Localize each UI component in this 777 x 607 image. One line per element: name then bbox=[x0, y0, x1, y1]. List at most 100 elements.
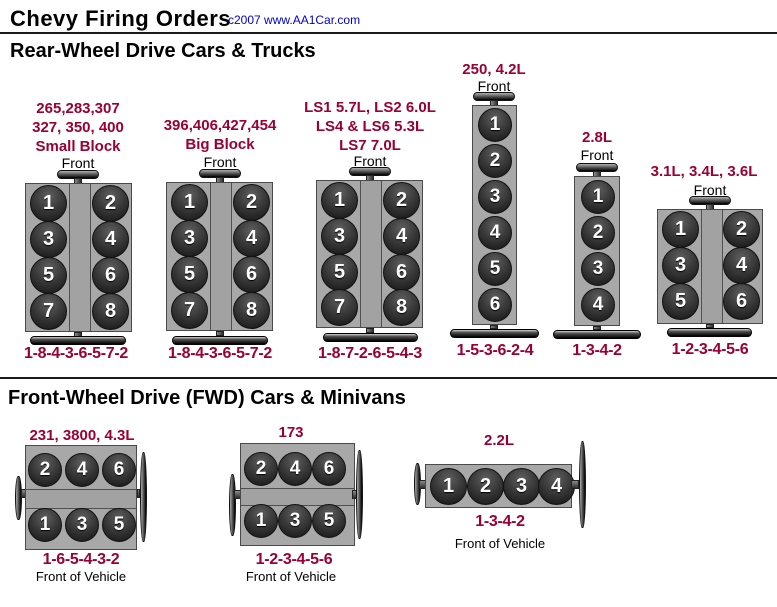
cylinder-2: 2 bbox=[233, 184, 270, 221]
cylinder-4: 4 bbox=[478, 216, 512, 250]
engine-block: 1 2 3 4 bbox=[425, 464, 575, 508]
cylinder-1: 1 bbox=[581, 180, 615, 214]
engine-title: 3.1L, 3.4L, 3.6L bbox=[651, 162, 758, 181]
flywheel bbox=[172, 336, 268, 345]
engine-title-line: 396,406,427,454 bbox=[163, 117, 277, 134]
engine-title-line: LS1 5.7L, LS2 6.0L bbox=[304, 99, 436, 116]
flywheel-stem bbox=[137, 489, 140, 498]
cylinder-7: 7 bbox=[171, 292, 208, 329]
front-label: Front bbox=[203, 154, 237, 170]
flywheel-stem bbox=[571, 480, 579, 489]
flywheel bbox=[667, 328, 752, 337]
engine-title-line: 3.1L, 3.4L, 3.6L bbox=[650, 163, 758, 180]
engine-block: 1 3 5 7 2 4 6 8 bbox=[166, 182, 273, 331]
cylinder-1: 1 bbox=[662, 211, 699, 248]
crankshaft-strip bbox=[69, 184, 91, 331]
cylinder-1: 1 bbox=[321, 182, 358, 219]
cylinder-8: 8 bbox=[233, 292, 270, 329]
flywheel-stem bbox=[706, 324, 714, 328]
cylinder-5: 5 bbox=[662, 283, 699, 320]
firing-order: 1-3-4-2 bbox=[475, 513, 525, 530]
flywheel bbox=[323, 333, 418, 342]
cylinder-4: 4 bbox=[65, 453, 99, 487]
engine-block: 1 3 5 2 4 6 bbox=[657, 209, 763, 324]
cylinder-5: 5 bbox=[102, 508, 136, 542]
crankshaft-strip bbox=[210, 183, 232, 330]
engine-title-line: 250, 4.2L bbox=[462, 61, 526, 78]
flywheel bbox=[140, 452, 147, 542]
engine-title: 231, 3800, 4.3L bbox=[29, 426, 134, 445]
cylinder-1: 1 bbox=[171, 184, 208, 221]
engine-title: 2.8L bbox=[582, 128, 612, 147]
cylinder-6: 6 bbox=[478, 288, 512, 322]
cylinder-2: 2 bbox=[467, 468, 504, 505]
cylinder-7: 7 bbox=[321, 289, 358, 326]
engine-block: 2 4 6 1 3 5 bbox=[240, 443, 355, 546]
firing-order: 1-8-7-2-6-5-4-3 bbox=[318, 345, 422, 362]
engine-block: 1 3 5 7 2 4 6 8 bbox=[316, 180, 423, 328]
cylinder-8: 8 bbox=[92, 293, 129, 330]
engine-title: 173 bbox=[278, 423, 303, 442]
cylinder-3: 3 bbox=[478, 180, 512, 214]
engine-title-line: 2.2L bbox=[483, 432, 515, 449]
engine-title: 396,406,427,454 Big Block bbox=[164, 116, 277, 154]
flywheel-stem bbox=[490, 325, 498, 329]
cylinder-2: 2 bbox=[478, 144, 512, 178]
section-rule bbox=[0, 377, 777, 379]
engine-block: 1 3 5 7 2 4 6 8 bbox=[25, 183, 132, 332]
front-label: Front bbox=[477, 78, 511, 94]
cylinder-5: 5 bbox=[30, 257, 67, 294]
front-label: Front bbox=[580, 147, 614, 163]
flywheel bbox=[356, 450, 363, 539]
front-label: Front bbox=[353, 153, 387, 169]
engine-title: 2.2L bbox=[484, 431, 514, 450]
engine-block: 2 4 6 1 3 5 bbox=[25, 445, 137, 550]
cylinder-3: 3 bbox=[171, 220, 208, 257]
section-rule bbox=[0, 32, 777, 34]
firing-order: 1-2-3-4-5-6 bbox=[255, 551, 333, 568]
cylinder-4: 4 bbox=[538, 468, 575, 505]
firing-order: 1-8-4-3-6-5-7-2 bbox=[24, 345, 128, 362]
fwd-heading: Front-Wheel Drive (FWD) Cars & Minivans bbox=[8, 387, 406, 409]
cylinder-4: 4 bbox=[278, 452, 312, 486]
cylinder-1: 1 bbox=[430, 468, 467, 505]
engine-title: LS1 5.7L, LS2 6.0L LS4 & LS6 5.3L LS7 7.… bbox=[304, 98, 436, 155]
cylinder-2: 2 bbox=[28, 453, 62, 487]
flywheel bbox=[30, 336, 126, 345]
cylinder-2: 2 bbox=[244, 452, 278, 486]
cylinder-5: 5 bbox=[312, 504, 346, 538]
cylinder-1: 1 bbox=[30, 185, 67, 222]
cylinder-2: 2 bbox=[581, 216, 615, 250]
engine-title: 250, 4.2L bbox=[462, 60, 525, 79]
crank-pulley bbox=[15, 476, 22, 520]
cylinder-6: 6 bbox=[102, 453, 136, 487]
engine-title: 265,283,307 327, 350, 400 Small Block bbox=[32, 99, 124, 156]
cylinder-2: 2 bbox=[723, 211, 760, 248]
copyright-link[interactable]: c2007 www.AA1Car.com bbox=[228, 13, 361, 27]
front-label: Front bbox=[61, 155, 95, 171]
cylinder-4: 4 bbox=[581, 288, 615, 322]
cylinder-4: 4 bbox=[723, 247, 760, 284]
cylinder-2: 2 bbox=[383, 182, 420, 219]
cylinder-3: 3 bbox=[65, 508, 99, 542]
crankshaft-strip bbox=[701, 210, 723, 323]
engine-title-line: Big Block bbox=[185, 136, 255, 153]
cylinder-7: 7 bbox=[30, 293, 67, 330]
flywheel-stem bbox=[216, 331, 224, 336]
cylinder-4: 4 bbox=[383, 218, 420, 255]
cylinder-6: 6 bbox=[233, 256, 270, 293]
firing-order: 1-3-4-2 bbox=[572, 342, 622, 359]
engine-title-line: 173 bbox=[278, 424, 304, 441]
engine-block: 1 2 3 4 5 6 bbox=[472, 105, 517, 325]
front-of-vehicle-label: Front of Vehicle bbox=[35, 569, 127, 584]
flywheel-stem bbox=[366, 328, 374, 333]
firing-order: 1-6-5-4-3-2 bbox=[42, 551, 120, 568]
cylinder-3: 3 bbox=[30, 221, 67, 258]
flywheel bbox=[579, 441, 586, 528]
crank-pulley bbox=[229, 474, 236, 536]
flywheel bbox=[553, 330, 641, 339]
cylinder-6: 6 bbox=[312, 452, 346, 486]
cylinder-3: 3 bbox=[321, 218, 358, 255]
engine-title-line: 327, 350, 400 bbox=[32, 119, 124, 136]
